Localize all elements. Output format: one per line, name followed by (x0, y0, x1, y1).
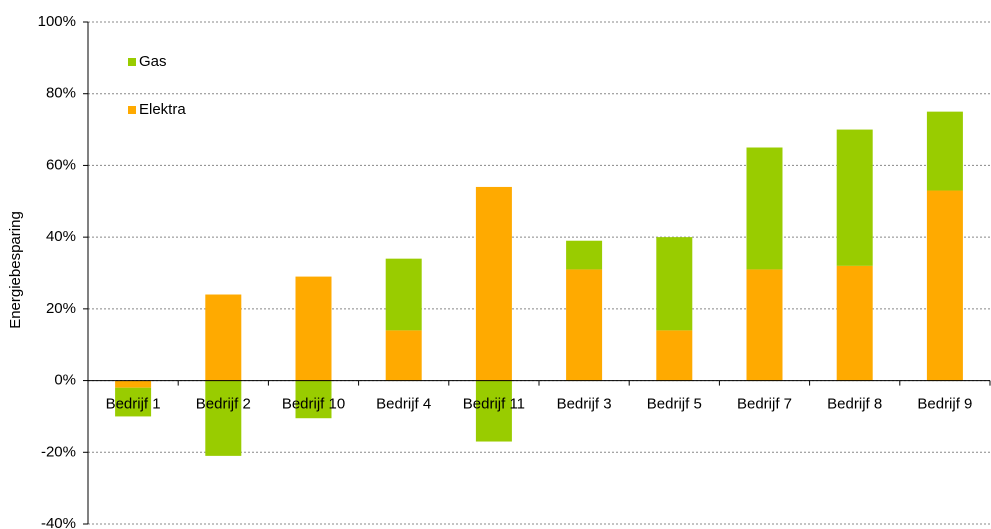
y-tick-label: -20% (41, 443, 76, 460)
bar (746, 147, 783, 270)
legend-label: Gas (139, 53, 167, 70)
bar (836, 265, 873, 381)
bar (205, 380, 242, 456)
bar (926, 111, 963, 191)
legend-swatch (128, 58, 136, 66)
bar (656, 237, 693, 331)
bar (836, 129, 873, 266)
bar (385, 258, 422, 331)
y-tick-label: 40% (46, 228, 76, 245)
x-tick-label: Bedrijf 10 (282, 396, 345, 413)
bar (115, 380, 152, 388)
y-axis-title: Energiebesparing (7, 211, 24, 329)
x-tick-label: Bedrijf 9 (917, 396, 972, 413)
x-tick-label: Bedrijf 11 (463, 396, 525, 413)
bar (475, 380, 512, 442)
x-tick-label: Bedrijf 8 (827, 396, 882, 413)
x-tick-label: Bedrijf 2 (196, 396, 251, 413)
bar (295, 380, 332, 419)
x-tick-label: Bedrijf 7 (737, 396, 792, 413)
y-tick-label: 100% (38, 13, 76, 30)
y-tick-label: -40% (41, 515, 76, 529)
bar (656, 330, 693, 381)
bar (566, 269, 603, 381)
y-tick-label: 20% (46, 300, 76, 317)
legend-label: Elektra (139, 101, 186, 118)
bar (205, 294, 242, 381)
bar (295, 276, 332, 381)
x-tick-label: Bedrijf 5 (647, 396, 702, 413)
legend-swatch (128, 106, 136, 114)
bar (115, 387, 152, 417)
bar (566, 240, 603, 270)
bar (475, 186, 512, 381)
bar (746, 269, 783, 381)
x-tick-label: Bedrijf 3 (557, 396, 612, 413)
bar (385, 330, 422, 381)
y-tick-label: 80% (46, 85, 76, 102)
x-tick-label: Bedrijf 4 (376, 396, 431, 413)
y-tick-label: 60% (46, 156, 76, 173)
y-tick-label: 0% (54, 372, 76, 389)
bar (926, 190, 963, 381)
x-tick-label: Bedrijf 1 (106, 396, 161, 413)
